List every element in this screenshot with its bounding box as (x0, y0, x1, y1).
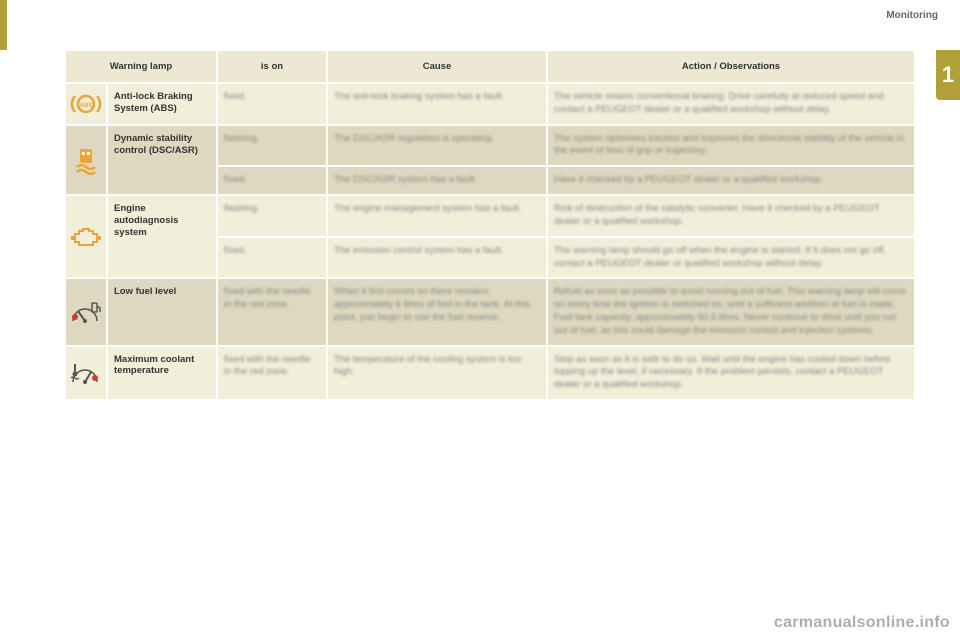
fuel-icon (69, 297, 103, 327)
table-row: Dynamic stability control (DSC/ASR)flash… (65, 125, 915, 167)
warning-label: Dynamic stability control (DSC/ASR) (107, 125, 217, 195)
chapter-tab: 1 (936, 50, 960, 100)
warning-icon-cell (65, 125, 107, 195)
abs-icon: ABS (70, 90, 102, 118)
table-row: Engine autodiagnosis systemflashing.The … (65, 195, 915, 237)
is-on-cell: fixed with the needle in the red zone. (217, 278, 327, 345)
is-on-cell: flashing. (217, 195, 327, 237)
col-action: Action / Observations (547, 50, 915, 83)
cause-cell: The temperature of the cooling system is… (327, 346, 547, 400)
is-on-cell: fixed with the needle in the red zone. (217, 346, 327, 400)
warning-icon-cell: ABS (65, 83, 107, 125)
cause-cell: The engine management system has a fault… (327, 195, 547, 237)
table-row: ABS Anti-lock Braking System (ABS)fixed.… (65, 83, 915, 125)
is-on-cell: fixed. (217, 237, 327, 279)
action-cell: Refuel as soon as possible to avoid runn… (547, 278, 915, 345)
warning-lamp-table: Warning lamp is on Cause Action / Observ… (65, 50, 915, 400)
page-content: Warning lamp is on Cause Action / Observ… (65, 50, 915, 400)
action-cell: The vehicle retains conventional braking… (547, 83, 915, 125)
table-header-row: Warning lamp is on Cause Action / Observ… (65, 50, 915, 83)
dsc-icon (70, 145, 102, 175)
action-cell: Risk of destruction of the catalytic con… (547, 195, 915, 237)
warning-label: Maximum coolant temperature (107, 346, 217, 400)
is-on-cell: fixed. (217, 83, 327, 125)
warning-label: Low fuel level (107, 278, 217, 345)
action-cell: The system optimises traction and improv… (547, 125, 915, 167)
warning-label: Anti-lock Braking System (ABS) (107, 83, 217, 125)
engine-icon (69, 224, 103, 250)
cause-cell: The emission control system has a fault. (327, 237, 547, 279)
action-cell: Have it checked by a PEUGEOT dealer or a… (547, 166, 915, 195)
warning-icon-cell (65, 346, 107, 400)
watermark: carmanualsonline.info (774, 614, 950, 632)
col-cause: Cause (327, 50, 547, 83)
accent-stripe (0, 0, 7, 50)
col-is-on: is on (217, 50, 327, 83)
warning-icon-cell (65, 278, 107, 345)
cause-cell: The anti-lock braking system has a fault… (327, 83, 547, 125)
cause-cell: The DSC/ASR regulation is operating. (327, 125, 547, 167)
table-row: Maximum coolant temperaturefixed with th… (65, 346, 915, 400)
section-label: Monitoring (886, 10, 938, 21)
action-cell: Stop as soon as it is safe to do so. Wai… (547, 346, 915, 400)
coolant-icon (69, 358, 103, 388)
warning-icon-cell (65, 195, 107, 278)
is-on-cell: fixed. (217, 166, 327, 195)
action-cell: The warning lamp should go off when the … (547, 237, 915, 279)
svg-text:ABS: ABS (80, 103, 93, 109)
warning-label: Engine autodiagnosis system (107, 195, 217, 278)
table-row: Low fuel levelfixed with the needle in t… (65, 278, 915, 345)
is-on-cell: flashing. (217, 125, 327, 167)
cause-cell: The DSC/ASR system has a fault. (327, 166, 547, 195)
cause-cell: When it first comes on there remains app… (327, 278, 547, 345)
col-warning-lamp: Warning lamp (65, 50, 217, 83)
